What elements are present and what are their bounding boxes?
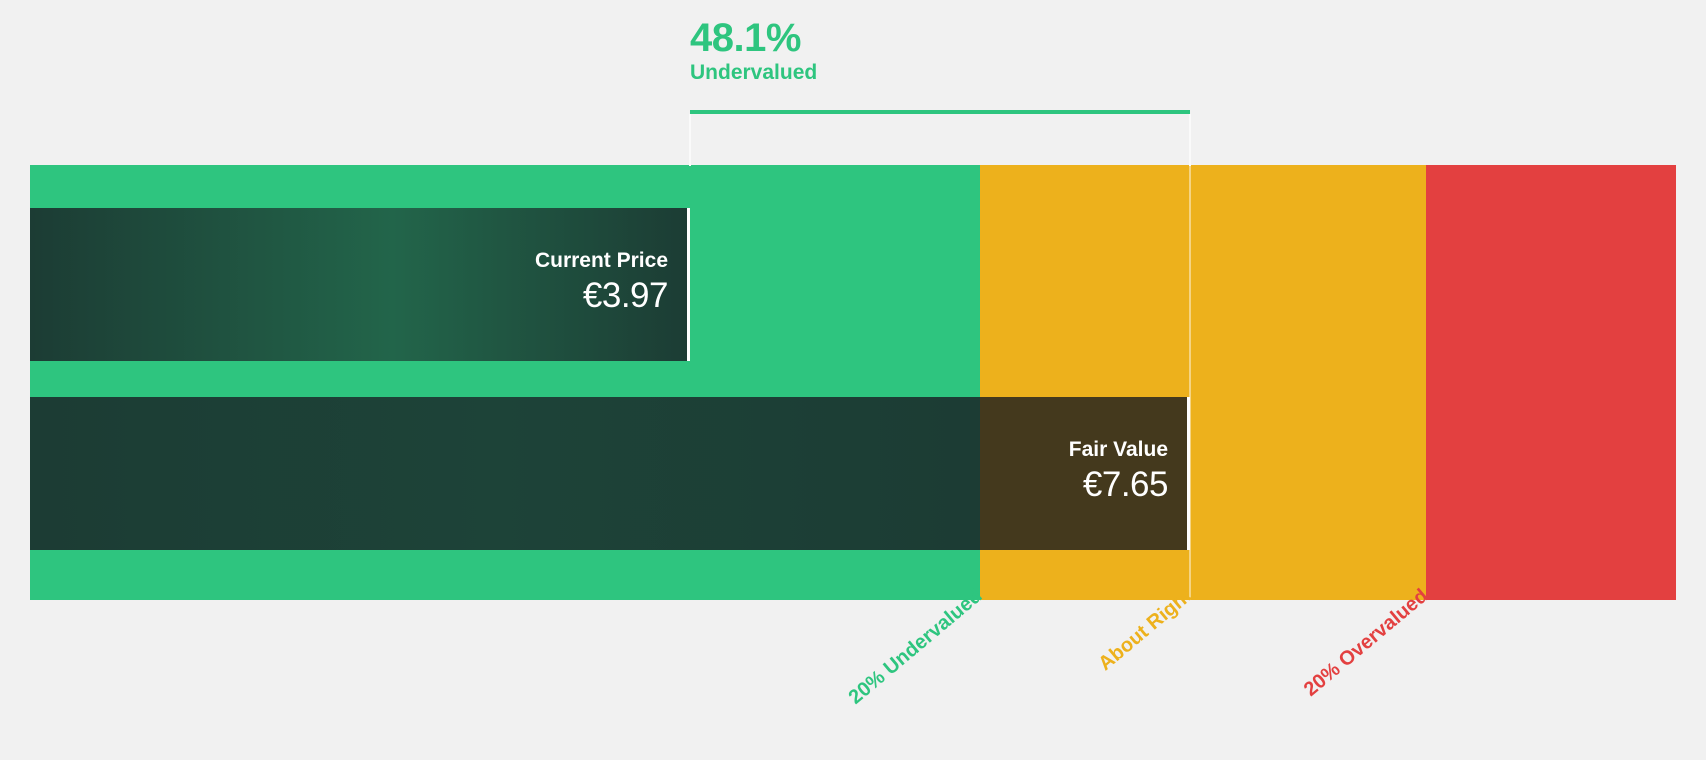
fair-value-label: Fair Value xyxy=(1068,437,1168,461)
current-price-label: Current Price xyxy=(534,248,668,272)
axis-label-undervalued: 20% Undervalued xyxy=(844,584,987,709)
valuation-percent: 48.1% xyxy=(690,16,801,60)
valuation-status: Undervalued xyxy=(690,61,818,84)
current-price-bar: Current Price €3.97 xyxy=(30,208,690,361)
band-divider-fair-value xyxy=(1189,165,1191,600)
fair-value-bar: Fair Value €7.65 xyxy=(30,397,1190,550)
bracket-line-right xyxy=(1189,114,1191,166)
undervalued-span-rule xyxy=(690,110,1190,114)
band-overvalued xyxy=(1426,165,1676,600)
fair-value-edge-marker xyxy=(1187,397,1190,550)
axis-label-overvalued: 20% Overvalued xyxy=(1299,584,1433,701)
current-price-value: €3.97 xyxy=(582,275,669,315)
current-price-edge-marker xyxy=(687,208,690,361)
fair-value-value: €7.65 xyxy=(1082,464,1169,504)
bracket-line-left xyxy=(689,114,691,166)
valuation-callout: 48.1% Undervalued xyxy=(690,16,817,86)
